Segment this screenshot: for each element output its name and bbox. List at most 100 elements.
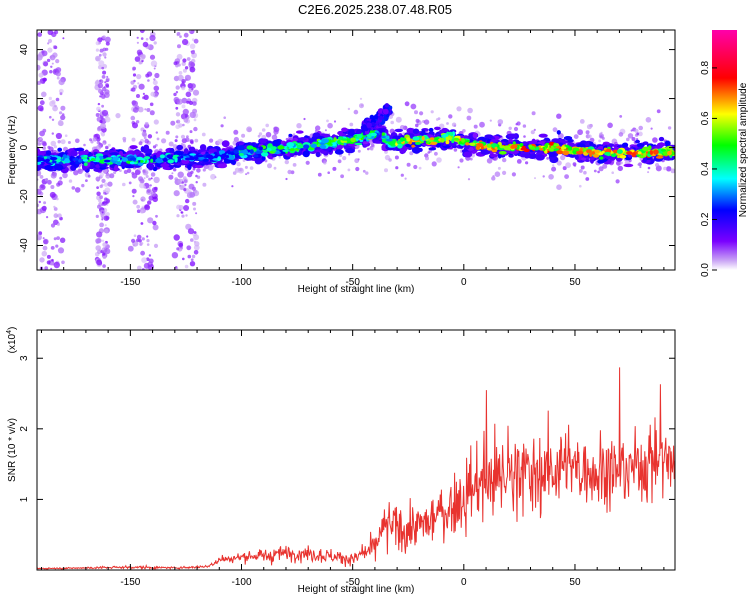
- spectral-haze: [579, 169, 583, 173]
- noise-speck: [187, 57, 191, 61]
- spectral-core: [217, 156, 221, 161]
- spectral-core: [569, 150, 572, 154]
- spectral-haze: [388, 158, 391, 161]
- spectral-core: [386, 139, 393, 142]
- spectral-core: [69, 158, 72, 161]
- spectral-band: [536, 154, 545, 160]
- noise-speck: [52, 63, 54, 65]
- noise-speck: [153, 78, 155, 80]
- spectral-haze: [390, 121, 394, 125]
- spectral-haze: [246, 126, 252, 132]
- noise-speck: [47, 255, 51, 259]
- noise-speck: [102, 264, 106, 268]
- spectral-core: [320, 145, 327, 149]
- spectral-core: [167, 154, 173, 158]
- spectral-core: [255, 151, 262, 154]
- noise-speck: [133, 73, 136, 76]
- spectral-core: [400, 138, 407, 142]
- noise-speck: [100, 123, 106, 129]
- spectral-haze: [534, 177, 536, 179]
- noise-speck: [136, 205, 140, 209]
- noise-speck: [131, 116, 136, 121]
- noise-speck: [147, 243, 150, 246]
- noise-speck: [149, 263, 151, 265]
- spectral-haze: [543, 175, 545, 177]
- spectral-core: [270, 146, 276, 150]
- noise-speck: [49, 116, 52, 119]
- spectral-core: [130, 161, 135, 164]
- noise-speck: [57, 223, 60, 226]
- spectral-band: [524, 153, 530, 158]
- noise-speck: [106, 42, 110, 46]
- noise-speck: [185, 214, 187, 216]
- spectral-haze: [152, 187, 158, 193]
- spectral-core: [196, 154, 204, 157]
- spectral-haze: [83, 144, 86, 147]
- noise-speck: [103, 255, 107, 259]
- spectral-haze: [588, 135, 592, 139]
- spectral-haze: [181, 135, 185, 139]
- spectral-haze: [173, 168, 176, 171]
- spectral-haze: [532, 111, 536, 115]
- spectral-haze: [498, 167, 501, 170]
- noise-speck: [179, 71, 183, 75]
- spectral-band: [399, 148, 405, 154]
- noise-speck: [42, 206, 47, 211]
- noise-speck: [97, 205, 101, 209]
- noise-speck: [190, 238, 194, 242]
- spectral-band: [288, 134, 292, 137]
- spectral-core: [81, 157, 87, 160]
- spectrogram-x-tick-label: -100: [232, 277, 252, 288]
- spectral-core: [282, 150, 289, 152]
- spectral-haze: [142, 131, 147, 136]
- spectral-haze: [247, 172, 250, 175]
- spectral-haze: [75, 139, 80, 144]
- snr-y-label: SNR (10 * v/v): [7, 418, 18, 482]
- noise-speck: [102, 75, 106, 79]
- spectral-band: [622, 143, 628, 147]
- spectral-haze: [355, 167, 359, 171]
- spectral-core: [561, 146, 567, 149]
- noise-speck: [174, 190, 180, 196]
- spectral-haze: [203, 168, 206, 171]
- spectral-haze: [273, 127, 277, 131]
- spectral-haze: [325, 129, 327, 131]
- spectral-haze: [517, 159, 522, 164]
- spectral-core: [415, 142, 421, 145]
- spectral-haze: [250, 166, 254, 170]
- spectral-haze: [648, 167, 651, 170]
- noise-speck: [175, 135, 178, 138]
- noise-speck: [39, 201, 41, 203]
- noise-speck: [141, 242, 144, 245]
- colorbar-tick-label: 0.8: [700, 61, 711, 75]
- noise-speck: [150, 184, 152, 186]
- spectral-core: [626, 151, 632, 155]
- noise-speck: [181, 86, 185, 90]
- spectral-haze: [323, 160, 326, 163]
- noise-speck: [55, 59, 59, 63]
- spectral-haze: [512, 172, 516, 176]
- noise-speck: [102, 87, 106, 91]
- noise-speck: [135, 56, 141, 62]
- noise-speck: [102, 202, 105, 205]
- noise-speck: [149, 187, 151, 189]
- snr-panel: -150 -100 -50 0 50 123 Height of straight li…: [6, 327, 675, 595]
- spectral-haze: [318, 173, 322, 177]
- spectral-core: [45, 159, 50, 162]
- spectral-haze: [185, 137, 190, 142]
- noise-speck: [105, 146, 109, 150]
- spectral-haze: [285, 160, 289, 164]
- noise-speck: [178, 63, 181, 66]
- spectral-haze: [35, 139, 40, 144]
- spectral-branch: [366, 122, 372, 128]
- noise-speck: [98, 60, 104, 66]
- spectral-haze: [140, 179, 144, 183]
- spectral-core: [321, 139, 329, 144]
- spectral-haze: [245, 166, 248, 169]
- colorbar-tick-label: 0.2: [700, 212, 711, 226]
- noise-speck: [190, 67, 196, 73]
- noise-speck: [51, 246, 55, 250]
- spectral-core: [445, 140, 449, 145]
- spectral-haze: [358, 150, 361, 153]
- spectral-band: [635, 140, 640, 144]
